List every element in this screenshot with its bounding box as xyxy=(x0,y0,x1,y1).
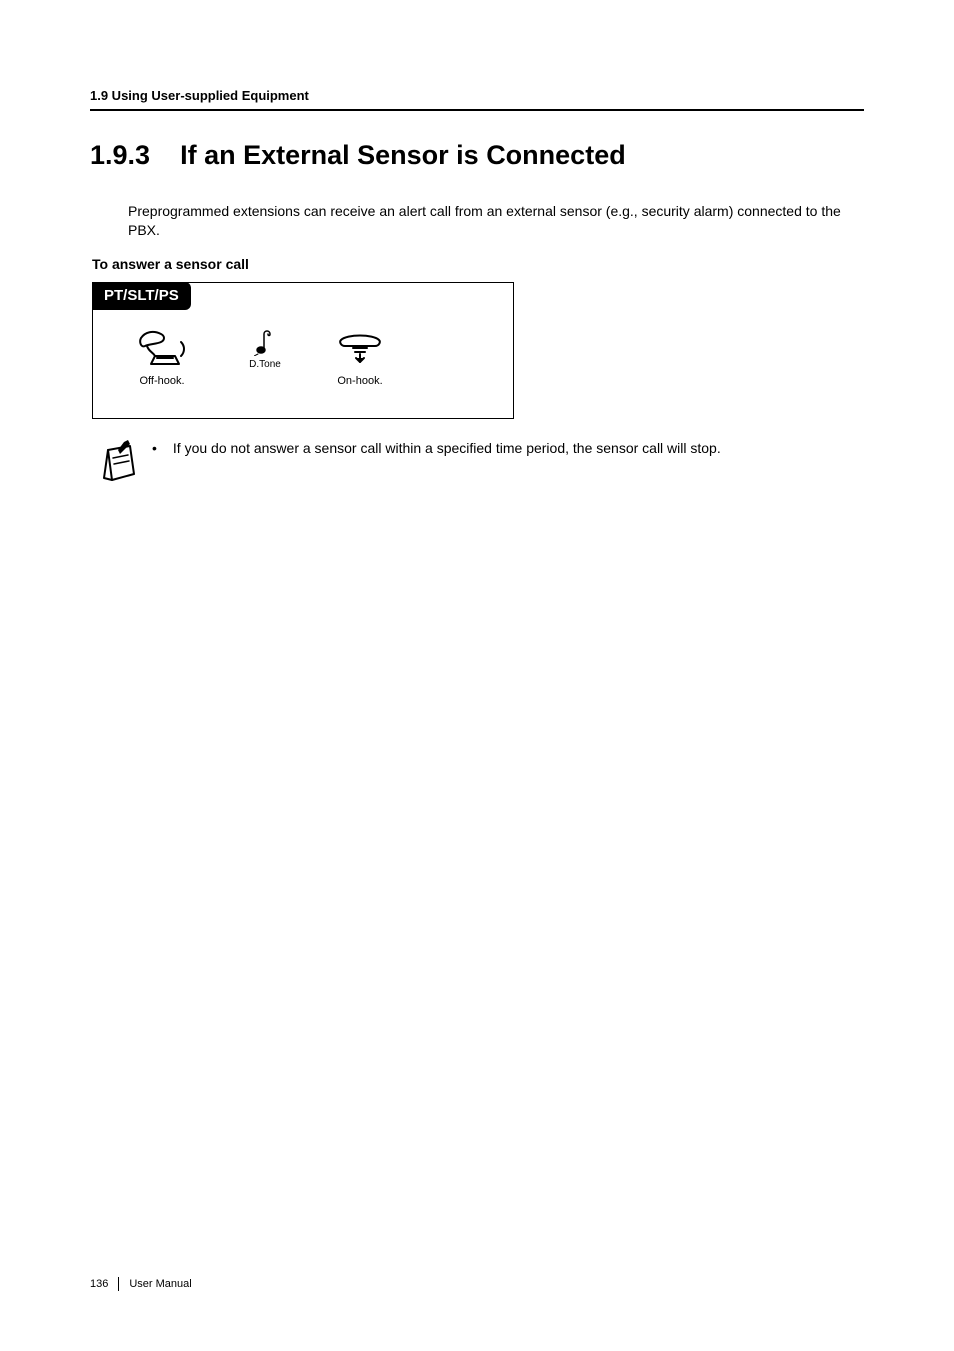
footer-label: User Manual xyxy=(129,1278,191,1290)
onhook-caption: On-hook. xyxy=(315,375,405,387)
procedure-box: PT/SLT/PS xyxy=(92,282,514,419)
header-rule xyxy=(90,109,864,111)
offhook-caption: Off-hook. xyxy=(117,375,207,387)
dtone-icon xyxy=(235,327,295,357)
page-footer: 136 User Manual xyxy=(90,1277,192,1291)
step-dtone: D.Tone xyxy=(235,327,295,370)
footer-separator xyxy=(118,1277,119,1291)
offhook-icon xyxy=(117,327,207,369)
section-title: 1.9.3 If an External Sensor is Connected xyxy=(90,140,626,171)
section-number: 1.9.3 xyxy=(90,140,150,170)
section-heading: If an External Sensor is Connected xyxy=(180,140,626,170)
header-section-label: 1.9 Using User-supplied Equipment xyxy=(90,88,864,103)
footer-page-number: 136 xyxy=(90,1278,108,1290)
note-icon xyxy=(100,440,142,491)
step-offhook: Off-hook. xyxy=(117,327,207,387)
page-header: 1.9 Using User-supplied Equipment xyxy=(90,88,864,119)
dtone-caption: D.Tone xyxy=(235,359,295,370)
intro-paragraph: Preprogrammed extensions can receive an … xyxy=(128,202,864,240)
procedure-subheading: To answer a sensor call xyxy=(92,256,249,272)
note-bullet: • xyxy=(142,440,173,457)
note-row: • If you do not answer a sensor call wit… xyxy=(100,440,864,491)
procedure-content: Off-hook. D.Tone xyxy=(93,323,513,418)
note-text: If you do not answer a sensor call withi… xyxy=(173,440,864,457)
onhook-icon xyxy=(315,327,405,369)
step-onhook: On-hook. xyxy=(315,327,405,387)
procedure-tab: PT/SLT/PS xyxy=(92,282,191,310)
